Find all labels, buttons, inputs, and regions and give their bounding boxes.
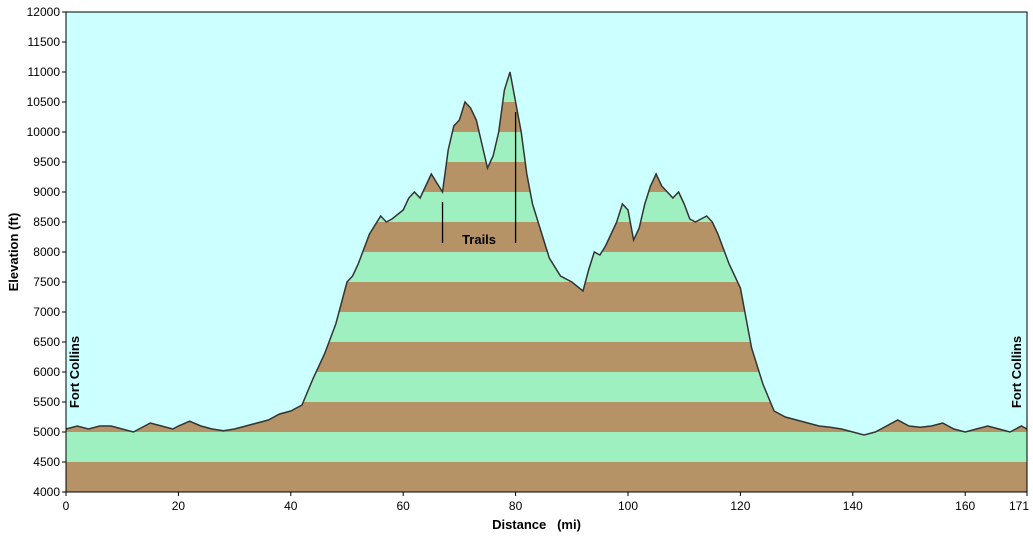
x-tick-label: 60: [397, 499, 411, 513]
y-tick-label: 5000: [33, 425, 60, 439]
y-tick-label: 7000: [33, 305, 60, 319]
y-axis-title: Elevation (ft): [6, 213, 21, 292]
y-tick-label: 6000: [33, 365, 60, 379]
trail-markers: [441, 112, 517, 243]
y-axis: 4000 4500 5000 5500 6000 6500 7000 7500 8000 8500…: [27, 5, 66, 499]
y-tick-label: 9500: [33, 155, 60, 169]
y-tick-label: 11000: [28, 65, 61, 79]
y-tick-label: 10500: [27, 95, 61, 109]
y-tick-label: 7500: [33, 275, 60, 289]
trails-label: Trails: [462, 232, 496, 247]
elevation-band: [66, 432, 1027, 462]
x-tick-label: 0: [63, 499, 70, 513]
y-tick-label: 8000: [33, 245, 60, 259]
profile-line: [65, 71, 1028, 436]
x-tick-label: 120: [730, 499, 750, 513]
y-tick-label: 8500: [33, 215, 60, 229]
y-tick-label: 6500: [33, 335, 60, 349]
x-tick-label: 100: [618, 499, 638, 513]
x-tick-label: 80: [509, 499, 523, 513]
start-location-label: Fort Collins: [67, 336, 82, 408]
x-tick-label: 40: [284, 499, 298, 513]
y-tick-label: 10000: [27, 125, 61, 139]
y-tick-label: 4000: [33, 485, 60, 499]
x-axis: 0 20 40 60 80 100 120 140 160 171: [63, 492, 1029, 513]
y-tick-label: 4500: [33, 455, 60, 469]
y-tick-label: 12000: [27, 5, 61, 19]
x-axis-title: Distance (mi): [492, 517, 581, 532]
x-tick-label: 20: [172, 499, 186, 513]
y-tick-label: 5500: [33, 395, 60, 409]
end-location-label: Fort Collins: [1009, 336, 1024, 408]
x-tick-label: 140: [843, 499, 863, 513]
x-tick-label: 171: [1009, 499, 1029, 513]
elevation-band: [66, 462, 1027, 492]
x-tick-label: 160: [955, 499, 975, 513]
y-tick-label: 9000: [33, 185, 60, 199]
y-tick-label: 11500: [28, 35, 61, 49]
